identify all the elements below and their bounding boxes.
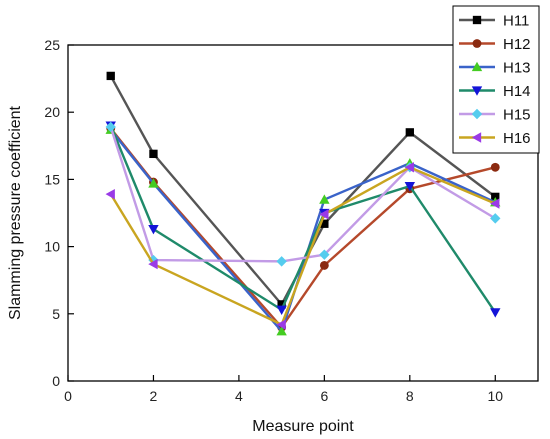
data-point [404,162,414,173]
legend-marker [471,86,483,96]
data-point [105,188,115,200]
data-point [490,198,500,209]
legend-marker [472,15,482,25]
data-point [276,319,286,330]
data-point [148,178,159,188]
x-axis-title: Measure point [252,418,354,435]
data-point [490,213,501,224]
x-tick-label: 0 [64,388,72,404]
legend-marker [471,108,483,120]
data-point [319,260,329,270]
legend-marker [471,61,483,72]
legend-label: H15 [503,107,531,124]
x-tick-label: 4 [235,388,243,404]
x-tick-label: 8 [406,388,414,404]
data-point [276,256,287,267]
legend-marker [471,132,482,143]
legend: H11 H12 H13 H14 H15 H16 [452,5,540,154]
plot-frame [67,44,539,382]
data-point [404,181,416,192]
legend-label: H13 [503,60,531,77]
legend-box [452,5,540,154]
data-point [491,192,500,202]
data-point [148,224,159,235]
y-tick-label: 10 [44,239,60,255]
legend-marker [472,39,482,48]
data-point [148,258,158,270]
legend-label: H16 [503,130,531,147]
legend-label: H14 [503,83,531,100]
series-h11 [106,71,500,309]
data-point [149,149,158,159]
y-tick-label: 0 [52,373,60,389]
series-line [109,166,496,326]
data-point [490,162,500,172]
series-layer [105,71,501,336]
data-point [276,326,287,336]
data-point [319,209,329,220]
data-point [490,308,501,318]
data-point [405,128,414,137]
y-tick-label: 5 [52,306,60,322]
y-axis-title: Slamming pressure coefficient [7,105,24,320]
series-line [109,126,496,263]
legend-label: H11 [503,13,529,30]
series-h14 [105,121,501,318]
series-h16 [105,162,500,330]
data-point [106,71,115,81]
x-tick-label: 6 [320,388,328,404]
axes: 0 2 4 6 8 10 0 5 10 15 20 25 [44,37,539,404]
series-line [109,125,497,314]
data-point [320,219,329,228]
data-point [276,305,287,315]
data-point [319,194,330,204]
y-tick-label: 15 [44,171,60,187]
y-tick-label: 25 [44,37,60,53]
data-point [277,300,286,309]
x-tick-label: 10 [487,388,503,404]
y-tick-label: 20 [44,104,60,120]
legend-label: H12 [503,36,531,53]
series-line [109,128,496,333]
x-tick-label: 2 [150,388,158,404]
data-point [105,121,116,133]
data-point [319,249,330,260]
